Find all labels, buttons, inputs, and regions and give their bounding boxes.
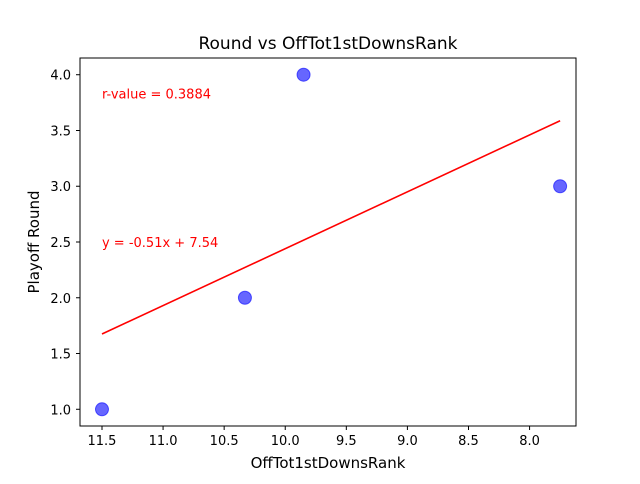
chart-title: Round vs OffTot1stDownsRank	[198, 34, 457, 54]
x-tick-label: 10.5	[210, 434, 239, 449]
y-tick-label: 3.5	[50, 124, 71, 139]
x-tick-label: 11.5	[88, 434, 117, 449]
data-point	[237, 290, 252, 305]
data-point	[94, 402, 109, 417]
data-point	[296, 67, 311, 82]
plot-area: r-value = 0.3884 y = -0.51x + 7.54 11.5 11.…	[50, 57, 577, 449]
y-tick-label: 2.0	[50, 292, 71, 307]
y-tick-label: 1.0	[50, 403, 71, 418]
annotation-label: y = -0.51x + 7.54	[102, 236, 218, 251]
x-tick-label: 11.0	[149, 434, 178, 449]
annotation-label: r-value = 0.3884	[102, 88, 211, 103]
y-tick-label: 2.5	[50, 236, 71, 251]
y-tick-label: 1.5	[50, 348, 71, 363]
x-axis-label: OffTot1stDownsRank	[251, 454, 406, 472]
x-tick-label: 8.0	[519, 434, 540, 449]
x-tick-label: 9.5	[336, 434, 357, 449]
data-point	[553, 179, 568, 194]
y-tick-label: 4.0	[50, 69, 71, 84]
regression-line	[101, 120, 561, 335]
y-tick-label: 3.0	[50, 180, 71, 195]
x-tick-label: 10.0	[271, 434, 300, 449]
y-axis-label: Playoff Round	[25, 190, 43, 293]
x-tick-label: 8.5	[458, 434, 479, 449]
x-tick-label: 9.0	[397, 434, 418, 449]
